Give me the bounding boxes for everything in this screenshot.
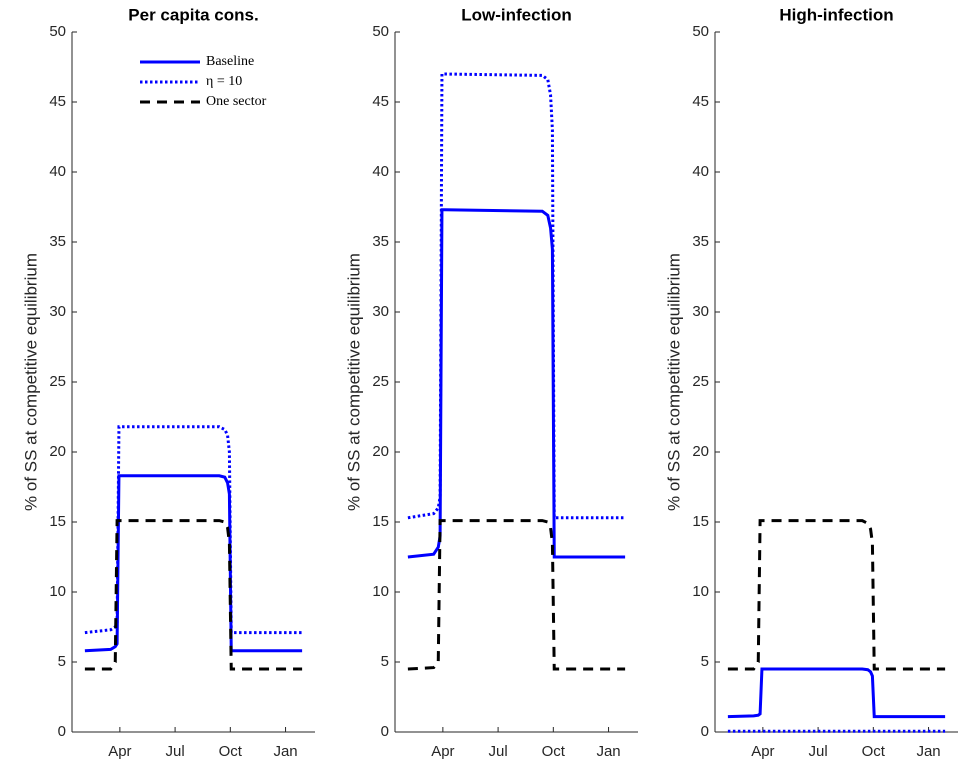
y-tick-label: 45 bbox=[49, 93, 66, 110]
y-tick-label: 30 bbox=[49, 303, 66, 320]
series-line bbox=[407, 519, 626, 671]
y-tick-label: 25 bbox=[49, 373, 66, 390]
legend-label: One sector bbox=[206, 94, 267, 109]
y-axis-label: % of SS at competitive equilibrium bbox=[21, 253, 40, 511]
y-tick-label: 20 bbox=[372, 443, 389, 460]
y-tick-label: 50 bbox=[49, 23, 66, 40]
y-tick-label: 10 bbox=[372, 583, 389, 600]
series-line bbox=[727, 519, 946, 671]
x-tick-label: Apr bbox=[108, 743, 131, 760]
x-tick-label: Apr bbox=[431, 743, 454, 760]
y-tick-label: 15 bbox=[372, 513, 389, 530]
y-tick-label: 25 bbox=[372, 373, 389, 390]
y-tick-label: 40 bbox=[372, 163, 389, 180]
subplot-title: Low-infection bbox=[461, 5, 571, 24]
y-axis-label: % of SS at competitive equilibrium bbox=[664, 253, 683, 511]
subplot-title: Per capita cons. bbox=[128, 5, 258, 24]
y-tick-label: 0 bbox=[701, 723, 709, 740]
y-tick-label: 15 bbox=[49, 513, 66, 530]
x-tick-label: Jul bbox=[488, 743, 507, 760]
y-tick-label: 30 bbox=[692, 303, 709, 320]
series-line bbox=[407, 72, 626, 520]
x-tick-label: Apr bbox=[751, 743, 774, 760]
y-tick-label: 10 bbox=[692, 583, 709, 600]
x-tick-label: Jan bbox=[916, 743, 940, 760]
subplot-title: High-infection bbox=[779, 5, 893, 24]
legend-label: Baseline bbox=[206, 54, 254, 69]
y-tick-label: 45 bbox=[692, 93, 709, 110]
x-tick-label: Oct bbox=[219, 743, 243, 760]
y-tick-label: 0 bbox=[58, 723, 66, 740]
y-tick-label: 5 bbox=[381, 653, 389, 670]
y-tick-label: 0 bbox=[381, 723, 389, 740]
series-line bbox=[84, 519, 303, 671]
y-tick-label: 5 bbox=[701, 653, 709, 670]
y-tick-label: 35 bbox=[692, 233, 709, 250]
y-tick-label: 20 bbox=[49, 443, 66, 460]
y-axis-label: % of SS at competitive equilibrium bbox=[344, 253, 363, 511]
y-tick-label: 40 bbox=[49, 163, 66, 180]
subplot: Per capita cons. 0 5 10 15 20 25 30 35 40 45 50 Apr J… bbox=[21, 5, 315, 760]
y-tick-label: 35 bbox=[372, 233, 389, 250]
y-tick-label: 35 bbox=[49, 233, 66, 250]
y-tick-label: 30 bbox=[372, 303, 389, 320]
x-tick-label: Jan bbox=[273, 743, 297, 760]
x-tick-label: Jan bbox=[596, 743, 620, 760]
y-tick-label: 20 bbox=[692, 443, 709, 460]
series-line bbox=[727, 667, 946, 719]
x-tick-label: Oct bbox=[542, 743, 566, 760]
subplot: Low-infection 0 5 10 15 20 25 30 35 40 45 50 Apr Jul O… bbox=[344, 5, 638, 760]
subplot: High-infection 0 5 10 15 20 25 30 35 40 45 50 Apr Jul… bbox=[664, 5, 958, 760]
y-tick-label: 25 bbox=[692, 373, 709, 390]
x-tick-label: Jul bbox=[808, 743, 827, 760]
y-tick-label: 40 bbox=[692, 163, 709, 180]
series-line bbox=[407, 208, 626, 559]
legend-label: η = 10 bbox=[206, 74, 242, 89]
y-tick-label: 50 bbox=[372, 23, 389, 40]
y-tick-label: 45 bbox=[372, 93, 389, 110]
y-tick-label: 5 bbox=[58, 653, 66, 670]
x-tick-label: Jul bbox=[165, 743, 184, 760]
y-tick-label: 50 bbox=[692, 23, 709, 40]
y-tick-label: 15 bbox=[692, 513, 709, 530]
x-tick-label: Oct bbox=[862, 743, 886, 760]
y-tick-label: 10 bbox=[49, 583, 66, 600]
